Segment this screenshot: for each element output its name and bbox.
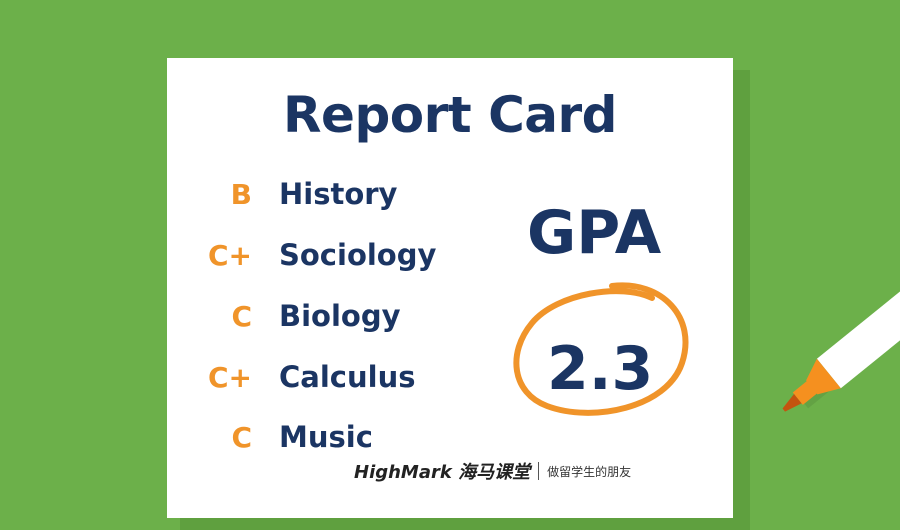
subject: Music [279,420,373,454]
subject: Sociology [279,238,437,272]
grade-row: C Music [167,417,373,457]
grade: C [231,420,252,454]
gpa-value: 2.3 [547,334,654,404]
divider [538,462,540,480]
hand-drawn-circle-icon [513,282,689,416]
grade-row: C+ Calculus [167,357,416,397]
subject: Biology [279,299,401,333]
grade: C [231,299,252,333]
grade-row: C Biology [167,296,401,336]
report-card-title: Report Card [283,86,617,144]
grade-row: C+ Sociology [167,235,436,275]
marker-pen-icon [782,232,900,412]
subject: History [279,177,398,211]
subject: Calculus [279,360,416,394]
gpa-label: GPA [527,198,662,268]
grade-row: B History [167,174,398,214]
grade: C+ [207,360,252,394]
watermark-logo: HighMark 海马课堂 做留学生的朋友 [354,458,631,484]
slogan: 做留学生的朋友 [547,464,632,479]
grade: B [230,177,252,211]
grade: C+ [207,238,252,272]
report-card: Report Card B History C+ Sociology C Bio… [167,58,733,518]
brand-logo: HighMark 海马课堂 [354,462,531,483]
